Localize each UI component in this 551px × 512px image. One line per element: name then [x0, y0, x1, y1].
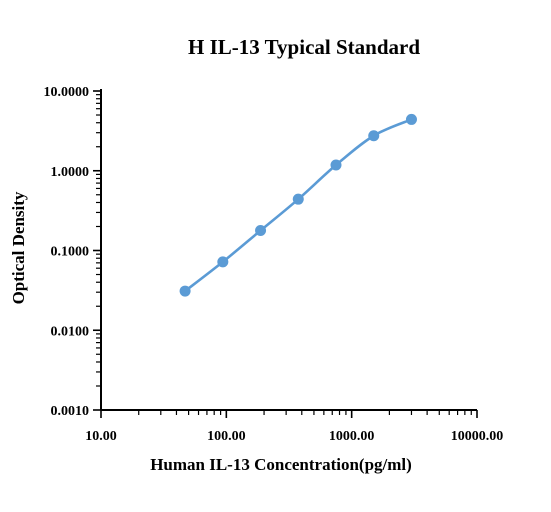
x-tick-label: 10000.00: [451, 429, 504, 444]
plot-area: [179, 113, 417, 297]
y-tick-label: 0.0100: [51, 324, 90, 339]
x-tick-label: 100.00: [207, 429, 246, 444]
data-point: [255, 225, 267, 237]
data-point: [292, 193, 304, 205]
x-axis-label: Human IL-13 Concentration(pg/ml): [150, 455, 412, 474]
chart-title: H IL-13 Typical Standard: [188, 35, 420, 59]
data-point: [405, 113, 417, 125]
x-tick-label: 10.00: [85, 429, 117, 444]
y-tick-label: 0.0010: [51, 404, 90, 419]
y-axis-label: Optical Density: [9, 191, 28, 304]
y-tick-label: 10.0000: [44, 85, 90, 100]
y-tick-label: 0.1000: [51, 245, 90, 260]
data-point: [330, 159, 342, 171]
data-point: [368, 130, 380, 142]
x-tick-label: 1000.00: [329, 429, 375, 444]
data-point: [217, 256, 229, 268]
data-point: [179, 285, 191, 297]
y-tick-label: 1.0000: [51, 165, 90, 180]
axes: 10.00 100.00 1000.00 10000.00 0.0010 0.0100 0.…: [44, 85, 504, 444]
